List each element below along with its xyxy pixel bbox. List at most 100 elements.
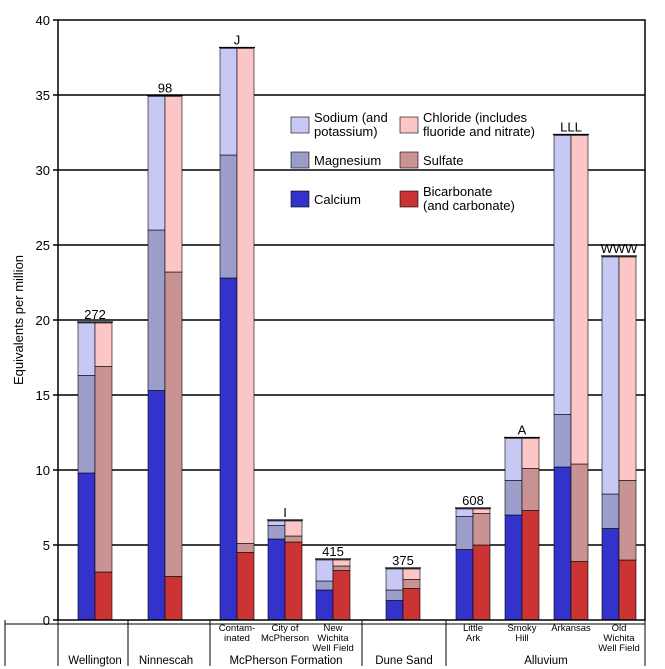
- legend-label-sodium-2: potassium): [314, 124, 378, 139]
- legend-label-magnesium: Magnesium: [314, 153, 381, 168]
- sample-wellington: [77, 322, 113, 621]
- sample-smoky-hill: [504, 438, 540, 621]
- sample-label-contaminated: Contam-: [219, 623, 255, 634]
- bar-wellington-chloride: [94, 322, 113, 367]
- legend-swatch-calcium: [290, 190, 310, 208]
- bars: [77, 48, 637, 621]
- group-label-mcpherson: McPherson Formation: [229, 655, 342, 667]
- y-tick-label: 40: [36, 13, 50, 28]
- legend-label-sulfate: Sulfate: [423, 153, 463, 168]
- sample-label-old-wichita: Old: [612, 623, 627, 634]
- legend-label-calcium: Calcium: [314, 192, 361, 207]
- bar-little-ark-sodium: [455, 508, 474, 517]
- bar-arkansas-bicarbonate: [570, 561, 589, 621]
- sample-label-mcpherson-city: City of: [272, 623, 299, 634]
- bar-new-wichita-calcium: [315, 589, 334, 621]
- bar-arkansas-sulfate: [570, 463, 589, 562]
- sample-label-arkansas: Arkansas: [551, 623, 591, 634]
- sample-dune-sand: [385, 568, 421, 621]
- bar-wellington-bicarbonate: [94, 571, 113, 621]
- bar-little-ark-magnesium: [455, 516, 474, 550]
- bar-dune-sand-sulfate: [402, 579, 421, 589]
- bar-arkansas-magnesium: [553, 414, 572, 468]
- bar-ninnescah-calcium: [147, 390, 166, 621]
- bar-smoky-hill-magnesium: [504, 480, 523, 516]
- group-label-wellington: Wellington: [68, 655, 122, 667]
- sample-label-new-wichita: Well Field: [312, 643, 354, 654]
- y-tick-label: 25: [36, 238, 50, 253]
- bar-mcpherson-city-chloride: [284, 520, 303, 537]
- bar-wellington-sulfate: [94, 366, 113, 573]
- bar-contaminated-magnesium: [219, 154, 238, 279]
- bar-wellington-magnesium: [77, 375, 96, 474]
- bar-annotation-dune-sand: 375: [392, 553, 414, 568]
- y-axis-label: Equivalents per million: [11, 255, 26, 385]
- bar-mcpherson-city-bicarbonate: [284, 541, 303, 621]
- bar-annotation-new-wichita: 415: [322, 544, 344, 559]
- y-tick-label: 10: [36, 463, 50, 478]
- bar-new-wichita-sodium: [315, 559, 334, 582]
- bar-arkansas-chloride: [570, 135, 589, 465]
- bar-contaminated-calcium: [219, 277, 238, 621]
- sample-new-wichita: [315, 559, 351, 621]
- bar-arkansas-calcium: [553, 466, 572, 621]
- bar-dune-sand-bicarbonate: [402, 588, 421, 621]
- bar-smoky-hill-bicarbonate: [521, 510, 540, 621]
- bar-annotation-ninnescah: 98: [158, 81, 172, 96]
- bar-mcpherson-city-calcium: [267, 538, 286, 621]
- bar-old-wichita-sodium: [601, 256, 620, 495]
- group-label-alluvium: Alluvium: [524, 655, 567, 667]
- bar-mcpherson-city-sulfate: [284, 535, 303, 543]
- sample-old-wichita: [601, 256, 637, 621]
- bar-little-ark-chloride: [472, 508, 491, 514]
- bar-annotation-mcpherson-city: I: [283, 505, 287, 520]
- bar-new-wichita-chloride: [332, 559, 351, 567]
- bar-new-wichita-bicarbonate: [332, 570, 351, 621]
- bar-arkansas-sodium: [553, 135, 572, 415]
- bar-annotation-arkansas: LLL: [560, 120, 582, 135]
- bar-ninnescah-sulfate: [164, 271, 183, 577]
- legend-label-bicarbonate-2: (and carbonate): [423, 198, 515, 213]
- sample-label-contaminated: inated: [224, 633, 250, 644]
- sample-mcpherson-city: [267, 520, 303, 621]
- y-tick-label: 30: [36, 163, 50, 178]
- legend-swatch-chloride: [399, 116, 419, 134]
- legend-swatch-sodium: [290, 116, 310, 134]
- y-tick-label: 35: [36, 88, 50, 103]
- legend-label-bicarbonate: Bicarbonate: [423, 184, 492, 199]
- legend-label-sodium: Sodium (and: [314, 110, 388, 125]
- bar-ninnescah-chloride: [164, 96, 183, 273]
- sample-arkansas: [553, 135, 589, 621]
- y-tick-label: 15: [36, 388, 50, 403]
- bar-little-ark-sulfate: [472, 513, 491, 546]
- legend-label-chloride: Chloride (includes: [423, 110, 528, 125]
- bar-ninnescah-sodium: [147, 96, 166, 231]
- bar-smoky-hill-sulfate: [521, 468, 540, 511]
- bar-mcpherson-city-magnesium: [267, 525, 286, 540]
- bar-contaminated-sulfate: [236, 543, 255, 553]
- group-label-ninnescah: Ninnescah: [139, 655, 193, 667]
- sample-ninnescah: [147, 96, 183, 621]
- bar-contaminated-sodium: [219, 48, 238, 156]
- bar-annotation-old-wichita: WWW: [601, 241, 639, 256]
- y-axis: 0 5 10 15 20 25 30 35 40: [36, 13, 58, 628]
- sample-label-smoky-hill: Smoky: [507, 623, 536, 634]
- bar-wellington-sodium: [77, 322, 96, 376]
- bar-old-wichita-sulfate: [618, 480, 637, 561]
- bar-dune-sand-sodium: [385, 568, 404, 591]
- bar-smoky-hill-calcium: [504, 514, 523, 621]
- bar-dune-sand-magnesium: [385, 589, 404, 601]
- bar-wellington-calcium: [77, 472, 96, 621]
- bar-little-ark-bicarbonate: [472, 544, 491, 621]
- bar-dune-sand-chloride: [402, 568, 421, 580]
- bar-annotation-little-ark: 608: [462, 493, 484, 508]
- sample-label-little-ark: Ark: [466, 633, 481, 644]
- bar-new-wichita-sulfate: [332, 565, 351, 571]
- sample-contaminated: [219, 48, 255, 621]
- bar-annotation-wellington: 272: [84, 307, 106, 322]
- sample-label-old-wichita: Well Field: [598, 643, 640, 654]
- bar-old-wichita-chloride: [618, 256, 637, 481]
- legend-swatch-bicarbonate: [399, 190, 419, 208]
